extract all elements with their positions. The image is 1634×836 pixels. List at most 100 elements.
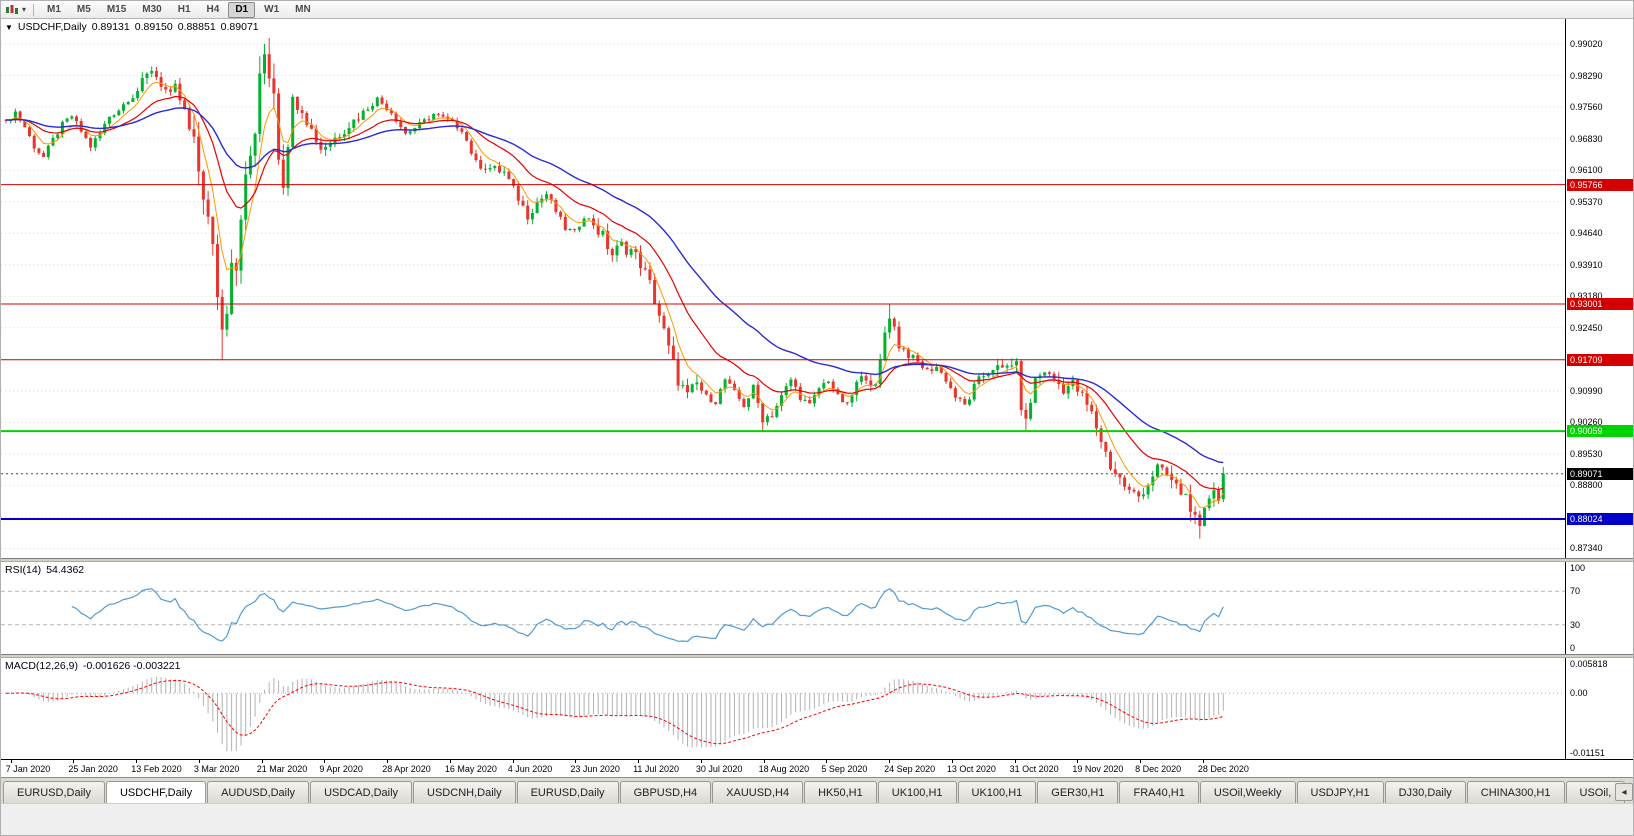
- panel-divider[interactable]: [1, 654, 1633, 658]
- timeframe-buttons: M1 M5 M15 M30 H1 H4 D1 W1 MN: [39, 1, 319, 18]
- price-badge: 0.95766: [1567, 178, 1633, 191]
- chart-window: ▼ USDCHF,Daily 0.89131 0.89150 0.88851 0.8907…: [1, 19, 1633, 777]
- rsi-plot[interactable]: RSI(14) 54.4362: [1, 562, 1565, 654]
- price-plot[interactable]: ▼ USDCHF,Daily 0.89131 0.89150 0.88851 0.8907…: [1, 19, 1565, 558]
- time-tick: [512, 760, 514, 763]
- time-tick: [324, 760, 326, 763]
- time-label: 21 Mar 2020: [256, 764, 308, 774]
- axis-tick-label: 0.98290: [1570, 70, 1603, 81]
- axis-tick-label: 0.93910: [1570, 259, 1603, 270]
- symbol-dropdown-icon[interactable]: ▼: [5, 23, 13, 32]
- panel-divider[interactable]: [1, 558, 1633, 562]
- chart-tab-usdjpy-h1[interactable]: USDJPY,H1: [1296, 781, 1384, 803]
- chart-tab-xauusd-h4[interactable]: XAUUSD,H4: [712, 781, 804, 803]
- price-badge: 0.88024: [1567, 512, 1633, 525]
- chart-tab-usdcnh-daily[interactable]: USDCNH,Daily: [413, 781, 516, 803]
- rsi-label: RSI(14): [5, 564, 42, 576]
- time-tick: [449, 760, 451, 763]
- time-tick: [638, 760, 640, 763]
- chart-tab-usdcad-daily[interactable]: USDCAD,Daily: [310, 781, 413, 803]
- time-label: 25 Jan 2020: [68, 764, 118, 774]
- price-panel: ▼ USDCHF,Daily 0.89131 0.89150 0.88851 0.8907…: [1, 19, 1633, 558]
- chart-tab-fra40-h1[interactable]: FRA40,H1: [1119, 781, 1199, 803]
- chart-tab-bar: EURUSD,Daily USDCHF,Daily AUDUSD,Daily USDC…: [1, 777, 1633, 803]
- timeframe-button-w1[interactable]: W1: [264, 3, 280, 15]
- macd-plot[interactable]: MACD(12,26,9) -0.001626 -0.003221: [1, 658, 1565, 759]
- time-tick: [763, 760, 765, 763]
- macd-title: MACD(12,26,9) -0.001626 -0.003221: [5, 660, 185, 672]
- axis-tick-label: 0.96100: [1570, 165, 1603, 176]
- axis-tick-label: 0.97560: [1570, 102, 1603, 113]
- timeframe-button-mn[interactable]: MN: [295, 3, 311, 15]
- chart-tab-gbpusd-h4[interactable]: GBPUSD,H4: [619, 781, 712, 803]
- chart-tab-usoil-weekly[interactable]: USOil,Weekly: [1199, 781, 1296, 803]
- timeframe-button-m30[interactable]: M30: [142, 3, 162, 15]
- axis-tick-label: 0.90990: [1570, 385, 1603, 396]
- time-axis[interactable]: 7 Jan 2020 25 Jan 2020 13 Feb 2020 3 Mar 20…: [1, 759, 1633, 777]
- chart-title: ▼ USDCHF,Daily 0.89131 0.89150 0.88851 0.8907…: [5, 21, 264, 33]
- chart-tab-china300-h1[interactable]: CHINA300,H1: [1466, 781, 1565, 803]
- chart-tab-ger30-h1[interactable]: GER30,H1: [1037, 781, 1119, 803]
- price-badge: 0.93001: [1567, 298, 1633, 310]
- macd-chart: [1, 676, 1565, 752]
- tab-scroll-left-icon[interactable]: ◂: [1615, 783, 1633, 801]
- rsi-axis: 100 70 30 0: [1565, 562, 1633, 654]
- price-axis: 0.99020 0.98290 0.97560 0.96830 0.96100 0.953…: [1565, 19, 1633, 558]
- time-label: 28 Dec 2020: [1197, 764, 1249, 774]
- chart-type-icon[interactable]: [5, 4, 19, 16]
- time-tick: [198, 760, 200, 763]
- axis-tick-label: 0.005818: [1570, 659, 1608, 669]
- chart-tab-dj30-daily[interactable]: DJ30,Daily: [1384, 781, 1466, 803]
- time-tick: [951, 760, 953, 763]
- time-label: 16 May 2020: [444, 764, 497, 774]
- timeframe-button-m1[interactable]: M1: [47, 3, 61, 15]
- time-label: 11 Jul 2020: [633, 764, 679, 774]
- timeframe-button-d1[interactable]: D1: [228, 1, 256, 18]
- time-label: 7 Jan 2020: [5, 764, 51, 774]
- axis-tick-label: 0.90260: [1570, 417, 1603, 428]
- axis-tick-label: 0.95370: [1570, 196, 1603, 207]
- chart-tab-eurusd-daily[interactable]: EURUSD,Daily: [516, 781, 619, 803]
- chart-tab-eurusd-daily[interactable]: EURUSD,Daily: [3, 781, 105, 803]
- macd-label: MACD(12,26,9): [5, 660, 78, 672]
- chart-tab-usoil-[interactable]: USOil,: [1565, 781, 1626, 803]
- axis-tick-label: 30: [1570, 619, 1581, 630]
- dropdown-arrow-icon[interactable]: ▾: [22, 5, 27, 14]
- axis-tick-label: 0.87340: [1570, 543, 1603, 554]
- axis-tick-label: 0.00: [1570, 688, 1588, 699]
- axis-tick-label: 0.92450: [1570, 322, 1603, 333]
- time-label: 5 Sep 2020: [821, 764, 868, 774]
- axis-tick-label: 100: [1570, 563, 1586, 573]
- chart-tab-audusd-daily[interactable]: AUDUSD,Daily: [207, 781, 310, 803]
- price-badge: 0.90059: [1567, 425, 1633, 438]
- axis-tick-label: 70: [1570, 586, 1581, 597]
- time-label: 13 Oct 2020: [946, 764, 996, 774]
- chart-tab-uk100-h1[interactable]: UK100,H1: [957, 781, 1037, 803]
- axis-tick-label: 0.93180: [1570, 291, 1603, 302]
- time-tick: [826, 760, 828, 763]
- time-tick: [73, 760, 75, 763]
- timeframe-button-h1[interactable]: H1: [177, 3, 191, 15]
- timeframe-button-m15[interactable]: M15: [106, 3, 127, 15]
- status-strip: [1, 803, 1633, 835]
- time-label: 13 Feb 2020: [131, 764, 182, 774]
- chart-tab-uk100-h1[interactable]: UK100,H1: [877, 781, 957, 803]
- chart-tab-hk50-h1[interactable]: HK50,H1: [804, 781, 877, 803]
- ohlc-low: 0.88851: [177, 21, 216, 33]
- chart-tab-usdchf-daily[interactable]: USDCHF,Daily: [105, 781, 207, 803]
- time-label: 19 Nov 2020: [1072, 764, 1124, 774]
- time-label: 24 Sep 2020: [884, 764, 936, 774]
- axis-tick-label: -0.01151: [1570, 748, 1605, 758]
- rsi-chart: [1, 588, 1565, 643]
- timeframe-toolbar: ▾ M1 M5 M15 M30 H1 H4 D1 W1 MN: [1, 1, 1633, 19]
- timeframe-button-h4[interactable]: H4: [206, 3, 220, 15]
- time-label: 30 Jul 2020: [695, 764, 743, 774]
- axis-tick-label: 0.94640: [1570, 228, 1603, 239]
- timeframe-button-m5[interactable]: M5: [76, 3, 91, 15]
- time-tick: [1140, 760, 1142, 763]
- time-label: 3 Mar 2020: [193, 764, 240, 774]
- time-tick: [10, 760, 12, 763]
- ohlc-open: 0.89131: [91, 21, 130, 33]
- time-tick: [387, 760, 389, 763]
